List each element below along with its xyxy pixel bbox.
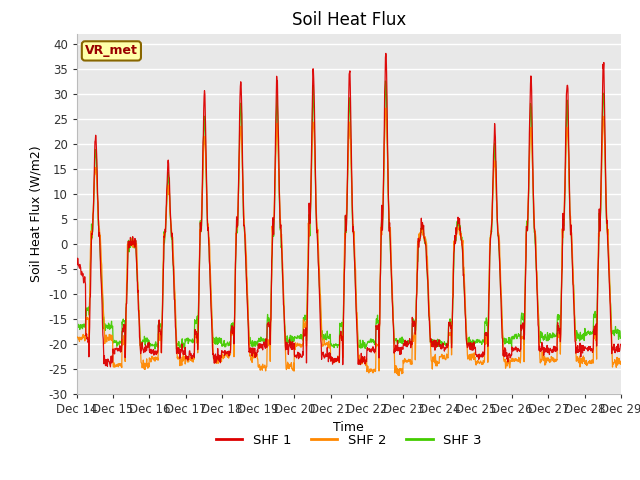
Legend: SHF 1, SHF 2, SHF 3: SHF 1, SHF 2, SHF 3 [211,428,487,452]
Title: Soil Heat Flux: Soil Heat Flux [292,11,406,29]
Text: VR_met: VR_met [85,44,138,58]
X-axis label: Time: Time [333,421,364,434]
Y-axis label: Soil Heat Flux (W/m2): Soil Heat Flux (W/m2) [30,145,43,282]
